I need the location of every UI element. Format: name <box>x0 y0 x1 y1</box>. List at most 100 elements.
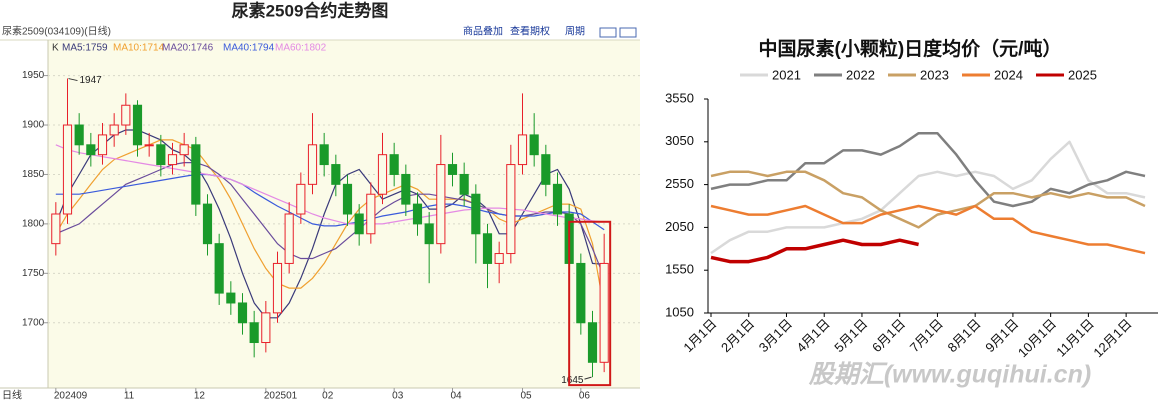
candle-body <box>529 134 539 156</box>
candle-body <box>354 213 364 235</box>
legend-entry: MA60:1802 <box>275 43 327 54</box>
candle-body <box>109 124 119 136</box>
candle-body <box>191 144 201 205</box>
candle-body <box>389 154 399 175</box>
y-tick-label: 1900 <box>22 120 45 131</box>
y-tick-label: 1700 <box>22 317 45 328</box>
series-line <box>710 140 1146 255</box>
candle-body <box>541 154 551 185</box>
x-tick-label: 4月1日 <box>794 316 833 355</box>
x-tick-label: 11月1日 <box>1053 316 1097 360</box>
x-tick-label: 03 <box>392 391 404 402</box>
k-label: K <box>52 43 59 54</box>
candle-body <box>552 183 563 215</box>
y-tick-label: 2050 <box>665 219 694 234</box>
button[interactable]: 查看期权 <box>510 25 550 38</box>
candle-body <box>132 104 143 146</box>
legend-entry: 2021 <box>772 67 801 82</box>
candle-body <box>51 213 61 245</box>
x-tick-label: 05 <box>521 391 533 402</box>
candle-body <box>366 193 376 235</box>
annotation: 1645 <box>561 375 584 386</box>
candle-body <box>587 322 598 363</box>
legend-entry: MA10:1714 <box>113 43 165 54</box>
legend-entry: MA40:1794 <box>223 43 275 54</box>
candle-body <box>202 203 213 245</box>
series-line <box>710 131 1146 208</box>
candle-body <box>436 164 446 245</box>
candle-body <box>459 173 469 195</box>
chart-title: 尿素2509合约走势图 <box>232 0 389 20</box>
y-tick-label: 2550 <box>665 176 694 191</box>
candle-body <box>401 173 411 205</box>
candle-body <box>97 134 108 156</box>
candle-body <box>494 253 504 264</box>
series-line <box>710 238 919 264</box>
legend-entry: 2023 <box>920 67 949 82</box>
candle-body <box>342 183 353 215</box>
annotation-line <box>68 78 78 82</box>
candle-body <box>482 233 493 264</box>
candle-body <box>214 243 224 294</box>
legend-entry: MA5:1759 <box>62 43 108 54</box>
candle-body <box>377 154 388 195</box>
candle-body <box>319 144 329 166</box>
annotation-line <box>584 376 592 380</box>
candle-body <box>167 154 178 166</box>
x-tick-label: 3月1日 <box>756 316 795 355</box>
x-tick-label: 11 <box>124 391 135 402</box>
y-tick-label: 1800 <box>22 219 45 230</box>
candle-body <box>471 193 481 235</box>
button[interactable]: 周期 <box>565 26 585 38</box>
x-tick-label: 202501 <box>264 391 298 402</box>
x-tick-label: 1月1日 <box>680 316 719 355</box>
candle-body <box>517 134 528 166</box>
legend-entry: 2025 <box>1068 67 1097 82</box>
x-axis-label: 日线 <box>2 389 22 402</box>
x-tick-label: 8月1日 <box>945 316 984 355</box>
x-tick-label: 12 <box>194 391 206 402</box>
legend-entry: MA20:1746 <box>162 43 214 54</box>
candle-body <box>179 144 189 156</box>
candle-body <box>284 213 294 264</box>
candle-body <box>307 144 318 185</box>
candle-body <box>226 292 236 304</box>
x-tick-label: 04 <box>451 391 463 402</box>
candle-body <box>261 312 271 344</box>
y-tick-label: 1050 <box>665 304 694 319</box>
candle-body <box>249 322 259 344</box>
candle-body <box>121 104 131 126</box>
y-tick-label: 1750 <box>22 268 45 279</box>
candle-body <box>506 164 516 255</box>
candle-body <box>272 262 283 314</box>
x-tick-label: 02 <box>322 391 334 402</box>
y-tick-label: 1550 <box>665 262 694 277</box>
candle-body <box>237 302 248 324</box>
chart-title: 中国尿素(小颗粒)日度均价（元/吨） <box>759 37 1062 60</box>
button[interactable]: 商品叠加 <box>463 25 503 38</box>
legend-entry: 2024 <box>994 67 1023 82</box>
y-tick-label: 1850 <box>22 169 45 180</box>
layout-icon[interactable] <box>599 27 617 38</box>
layout-icon[interactable] <box>619 27 637 38</box>
x-tick-label: 6月1日 <box>869 316 908 355</box>
candle-body <box>156 144 166 166</box>
watermark: 股期汇(www.guqihui.cn) <box>808 361 1091 389</box>
x-tick-label: 10月1日 <box>1015 316 1059 360</box>
candle-body <box>296 183 306 215</box>
candle-body <box>447 164 458 175</box>
x-tick-label: 2月1日 <box>718 316 757 355</box>
candle-body <box>62 124 73 215</box>
annotation: 1947 <box>80 75 103 86</box>
candle-body <box>74 124 84 146</box>
series-line <box>710 204 1146 255</box>
y-tick-label: 3550 <box>665 90 694 105</box>
legend-entry: 2022 <box>846 67 875 82</box>
x-tick-label: 5月1日 <box>831 316 870 355</box>
y-tick-label: 3050 <box>665 133 694 148</box>
series-line <box>710 170 1146 229</box>
candle-body <box>424 223 434 245</box>
symbol-label: 尿素2509(034109)(日线) <box>2 25 111 38</box>
highlight-box <box>568 220 612 387</box>
